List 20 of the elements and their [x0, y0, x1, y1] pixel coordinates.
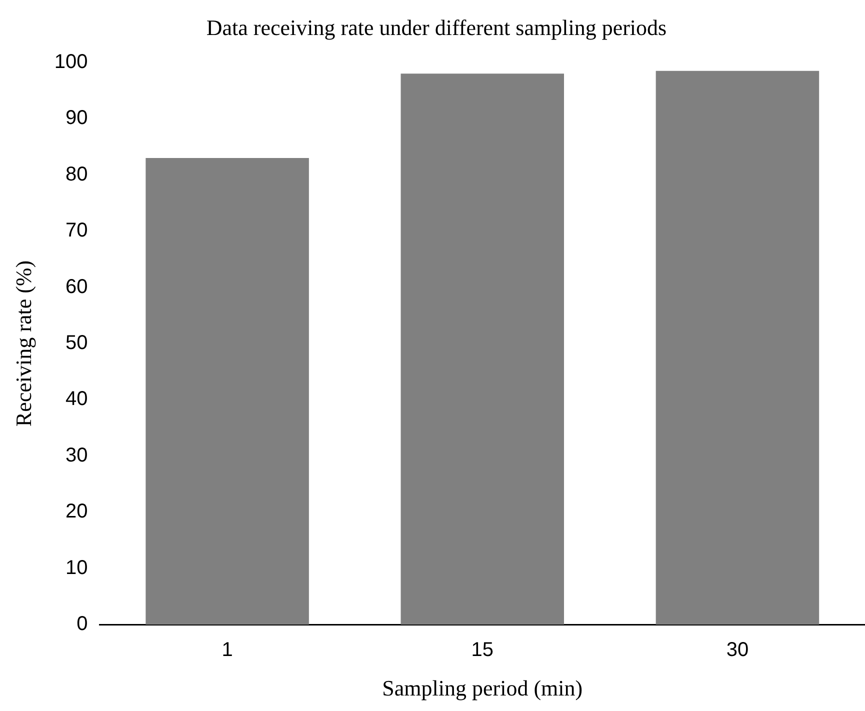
y-tick-label: 20 — [66, 500, 88, 523]
x-tick-label: 1 — [222, 639, 233, 662]
bar — [656, 70, 820, 625]
y-tick-label: 80 — [66, 163, 88, 186]
y-tick-label: 90 — [66, 107, 88, 130]
y-tick-label: 30 — [66, 444, 88, 466]
y-tick-label: 70 — [66, 220, 88, 242]
y-tick-label: 60 — [66, 276, 88, 298]
y-tick-label: 50 — [66, 332, 88, 354]
y-axis-title: Receiving rate (%) — [10, 260, 36, 427]
y-tick-label: 0 — [76, 613, 88, 636]
y-tick-label: 10 — [66, 556, 88, 579]
y-tick-label: 100 — [54, 50, 88, 73]
y-tick-label: 40 — [66, 388, 88, 410]
chart-title: Data receiving rate under different sampling periods — [206, 14, 667, 40]
bar — [400, 74, 564, 625]
bar — [146, 158, 309, 625]
x-tick-label: 30 — [726, 639, 749, 662]
x-tick-label: 15 — [471, 639, 494, 662]
x-axis-title: Sampling period (min) — [382, 676, 583, 701]
